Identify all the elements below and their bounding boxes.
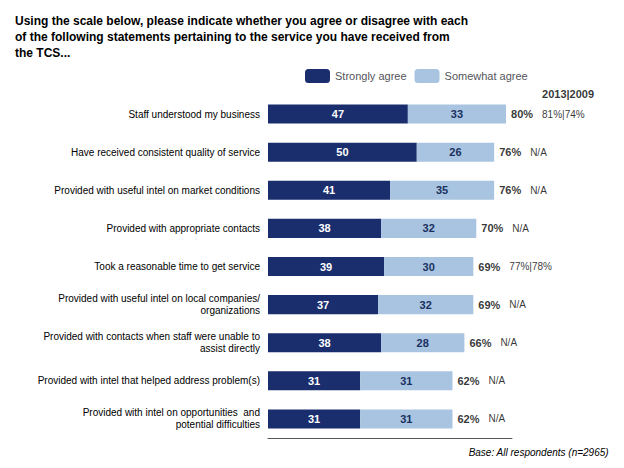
- svg-text:N/A: N/A: [500, 337, 517, 348]
- svg-text:76%: 76%: [499, 146, 521, 158]
- svg-text:Have received consistent quali: Have received consistent quality of serv…: [71, 147, 260, 158]
- svg-text:38: 38: [318, 222, 330, 234]
- svg-text:N/A: N/A: [509, 299, 526, 310]
- svg-text:30: 30: [423, 261, 435, 273]
- svg-text:35: 35: [436, 184, 448, 196]
- svg-text:39: 39: [320, 261, 332, 273]
- svg-text:the TCS...: the TCS...: [15, 46, 70, 60]
- svg-text:41: 41: [323, 184, 335, 196]
- svg-text:Base: All respondents (n=2965): Base: All respondents (n=2965): [469, 447, 609, 458]
- svg-text:31: 31: [308, 375, 320, 387]
- svg-text:N/A: N/A: [530, 147, 547, 158]
- svg-text:Provided with contacts when st: Provided with contacts when staff were u…: [43, 331, 260, 342]
- svg-text:31: 31: [400, 413, 412, 425]
- svg-text:70%: 70%: [481, 222, 503, 234]
- svg-text:80%: 80%: [511, 108, 533, 120]
- svg-text:28: 28: [417, 337, 429, 349]
- svg-text:potential difficulties: potential difficulties: [176, 419, 260, 430]
- svg-text:77%|78%: 77%|78%: [509, 261, 552, 272]
- svg-text:Somewhat agree: Somewhat agree: [445, 70, 528, 82]
- svg-text:Provided with useful intel on: Provided with useful intel on local comp…: [58, 293, 260, 304]
- svg-text:assist directly: assist directly: [200, 343, 260, 354]
- svg-text:Took a reasonable time to get: Took a reasonable time to get service: [94, 261, 260, 272]
- svg-text:62%: 62%: [457, 375, 479, 387]
- svg-text:66%: 66%: [469, 337, 491, 349]
- svg-text:33: 33: [451, 108, 463, 120]
- svg-text:47: 47: [332, 108, 344, 120]
- svg-text:69%: 69%: [478, 299, 500, 311]
- svg-text:of the following statements pe: of the following statements pertaining t…: [15, 30, 450, 44]
- svg-text:81%|74%: 81%|74%: [542, 109, 585, 120]
- svg-text:organizations: organizations: [201, 305, 260, 316]
- svg-text:31: 31: [308, 413, 320, 425]
- svg-text:Provided with useful intel on: Provided with useful intel on market con…: [54, 185, 260, 196]
- svg-text:2013|2009: 2013|2009: [542, 88, 594, 100]
- svg-text:N/A: N/A: [512, 223, 529, 234]
- svg-text:Provided with intel on opportu: Provided with intel on opportunities and: [83, 407, 260, 418]
- svg-text:N/A: N/A: [530, 185, 547, 196]
- svg-text:69%: 69%: [478, 261, 500, 273]
- svg-text:Strongly agree: Strongly agree: [335, 70, 407, 82]
- svg-text:38: 38: [318, 337, 330, 349]
- svg-text:76%: 76%: [499, 184, 521, 196]
- svg-text:62%: 62%: [457, 413, 479, 425]
- svg-text:N/A: N/A: [488, 413, 505, 424]
- svg-text:26: 26: [449, 146, 461, 158]
- svg-text:32: 32: [423, 222, 435, 234]
- svg-text:31: 31: [400, 375, 412, 387]
- svg-text:50: 50: [336, 146, 348, 158]
- svg-text:Provided with intel that helpe: Provided with intel that helped address …: [38, 375, 260, 386]
- svg-text:Using the scale below, please: Using the scale below, please indicate w…: [15, 14, 468, 28]
- svg-text:Staff understood my business: Staff understood my business: [128, 109, 260, 120]
- svg-text:Provided with appropriate cont: Provided with appropriate contacts: [107, 223, 260, 234]
- svg-text:N/A: N/A: [488, 375, 505, 386]
- svg-text:32: 32: [420, 299, 432, 311]
- svg-text:37: 37: [317, 299, 329, 311]
